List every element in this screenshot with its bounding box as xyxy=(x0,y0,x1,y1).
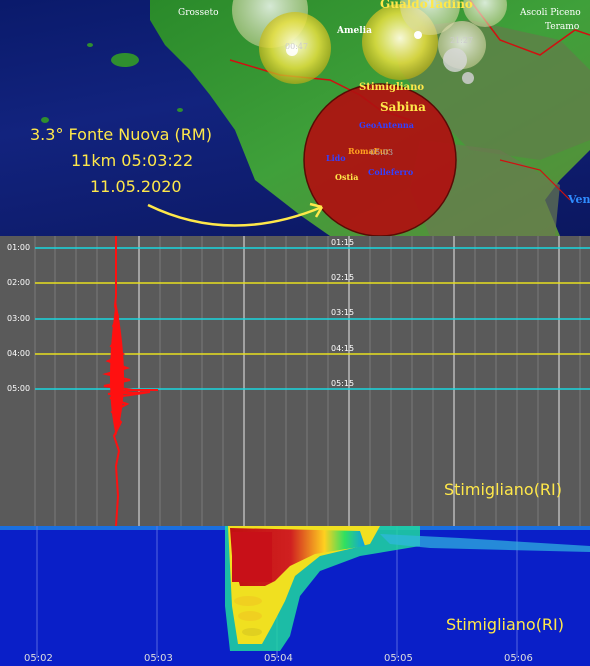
quake-circle xyxy=(462,72,474,84)
island xyxy=(41,117,49,123)
quake-circle xyxy=(286,44,298,56)
line-marker: 01:15 xyxy=(331,238,355,247)
hour-label: 05:00 xyxy=(7,384,31,393)
place-label: Teramo xyxy=(545,22,580,32)
map-graphic xyxy=(41,0,590,236)
quake-circle xyxy=(443,48,467,72)
time-tick: 05:04 xyxy=(264,653,293,664)
spec-axis-band xyxy=(0,654,590,666)
place-label: Sabina xyxy=(380,100,426,114)
spectrogram-panel: Stimigliano(RI) 05:02 05:03 05:04 05:05 … xyxy=(0,526,590,666)
island xyxy=(111,53,139,67)
event-arrow xyxy=(147,203,323,227)
quake-circle xyxy=(400,0,460,35)
time-tick: 05:02 xyxy=(24,653,53,664)
line-marker: 02:15 xyxy=(331,273,355,282)
spectrogram-station-label: Stimigliano(RI) xyxy=(446,615,565,634)
place-label: RomaEur xyxy=(348,146,390,156)
hour-label: 02:00 xyxy=(7,278,31,287)
line-marker: 04:15 xyxy=(331,344,355,353)
place-label: Grosseto xyxy=(178,8,219,18)
seismogram-station-label: Stimigliano(RI) xyxy=(444,480,563,499)
island xyxy=(177,108,183,112)
time-tick: 05:05 xyxy=(384,653,413,664)
epicenter-map: Grosseto GualdoTadino Ascoli Piceno Tera… xyxy=(0,0,590,236)
spectrogram-graphic xyxy=(0,526,590,666)
hour-label: 04:00 xyxy=(7,349,31,358)
spec-energy-core xyxy=(232,532,272,582)
spec-blob xyxy=(234,596,262,606)
place-label: Colleferro xyxy=(368,167,414,177)
time-tick: 05:03 xyxy=(144,653,173,664)
circle-time-label: 21:27 xyxy=(450,36,474,45)
spec-blob xyxy=(238,611,262,621)
seismogram-panel: 01:00 02:00 03:00 04:00 05:00 01:15 02:1… xyxy=(0,236,590,526)
place-label: Ascoli Piceno xyxy=(520,8,581,18)
place-label: Stimigliano xyxy=(359,82,425,93)
island xyxy=(87,43,93,47)
epicenter-circle xyxy=(303,83,457,236)
place-label: Ostia xyxy=(335,172,359,182)
event-date: 11.05.2020 xyxy=(90,177,182,196)
quake-circle xyxy=(414,31,422,39)
place-label: GeoAntenna xyxy=(359,120,414,130)
hour-label: 01:00 xyxy=(7,243,31,252)
line-marker: 05:15 xyxy=(331,379,355,388)
event-magnitude-location: 3.3° Fonte Nuova (RM) xyxy=(30,125,212,144)
hour-label: 03:00 xyxy=(7,314,31,323)
quake-circle xyxy=(463,0,507,27)
place-label: Ven xyxy=(568,193,590,206)
region-border xyxy=(499,159,571,201)
line-marker: 03:15 xyxy=(331,308,355,317)
event-arrow-head xyxy=(309,202,324,218)
spec-tail xyxy=(380,534,590,552)
seismogram-graphic xyxy=(34,236,590,526)
place-label: GualdoTadino xyxy=(380,0,473,11)
seismic-trace-fill xyxy=(110,301,124,436)
place-label: Amelia xyxy=(337,26,372,36)
time-tick: 05:06 xyxy=(504,653,533,664)
spec-blob xyxy=(242,628,262,636)
circle-time-label: 00:47 xyxy=(285,42,309,51)
region-border xyxy=(469,0,590,56)
place-label: Lido xyxy=(326,153,346,163)
event-depth-time: 11km 05:03:22 xyxy=(71,151,194,170)
circle-time-label: 05:03 xyxy=(370,148,394,157)
